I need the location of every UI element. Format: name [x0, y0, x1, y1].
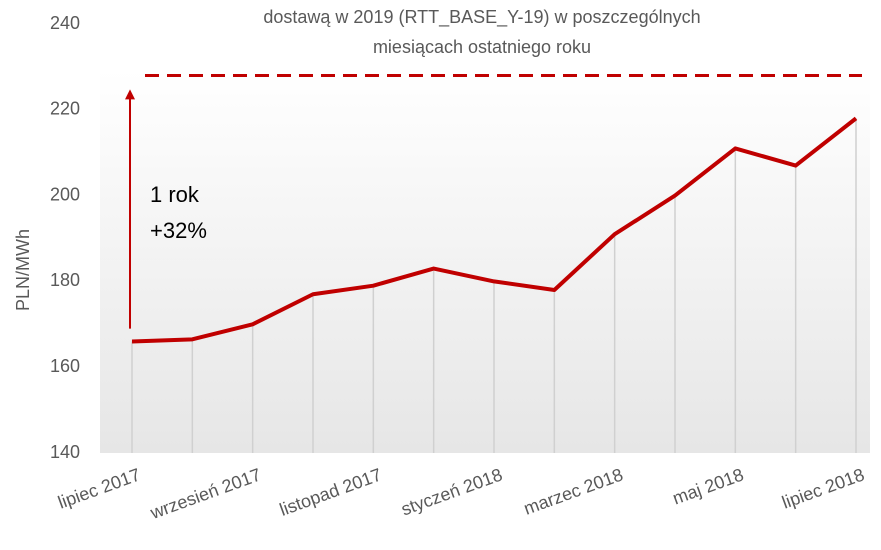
plot-background: [100, 70, 870, 453]
x-tick-label: listopad 2017: [277, 464, 384, 519]
chart-title: miesiącach ostatniego roku: [373, 37, 591, 57]
annotation-text: 1 rok: [150, 182, 200, 207]
y-tick-label: 200: [50, 184, 80, 204]
annotation-text: +32%: [150, 218, 207, 243]
x-tick-label: marzec 2018: [521, 464, 626, 518]
y-tick-label: 220: [50, 99, 80, 119]
x-tick-label: maj 2018: [670, 464, 746, 508]
x-tick-label: lipiec 2018: [779, 464, 867, 512]
line: [131, 116, 858, 344]
y-tick-label: 160: [50, 356, 80, 376]
y-axis-label: PLN/MWh: [13, 229, 33, 311]
chart-title: dostawą w 2019 (RTT_BASE_Y-19) w poszcze…: [263, 7, 700, 28]
y-tick-label: 140: [50, 442, 80, 462]
x-tick-label: wrzesień 2017: [147, 464, 264, 523]
x-tick-label: lipiec 2017: [55, 464, 143, 512]
y-tick-label: 240: [50, 13, 80, 33]
x-tick-label: styczeń 2018: [398, 464, 505, 519]
y-tick-label: 180: [50, 270, 80, 290]
